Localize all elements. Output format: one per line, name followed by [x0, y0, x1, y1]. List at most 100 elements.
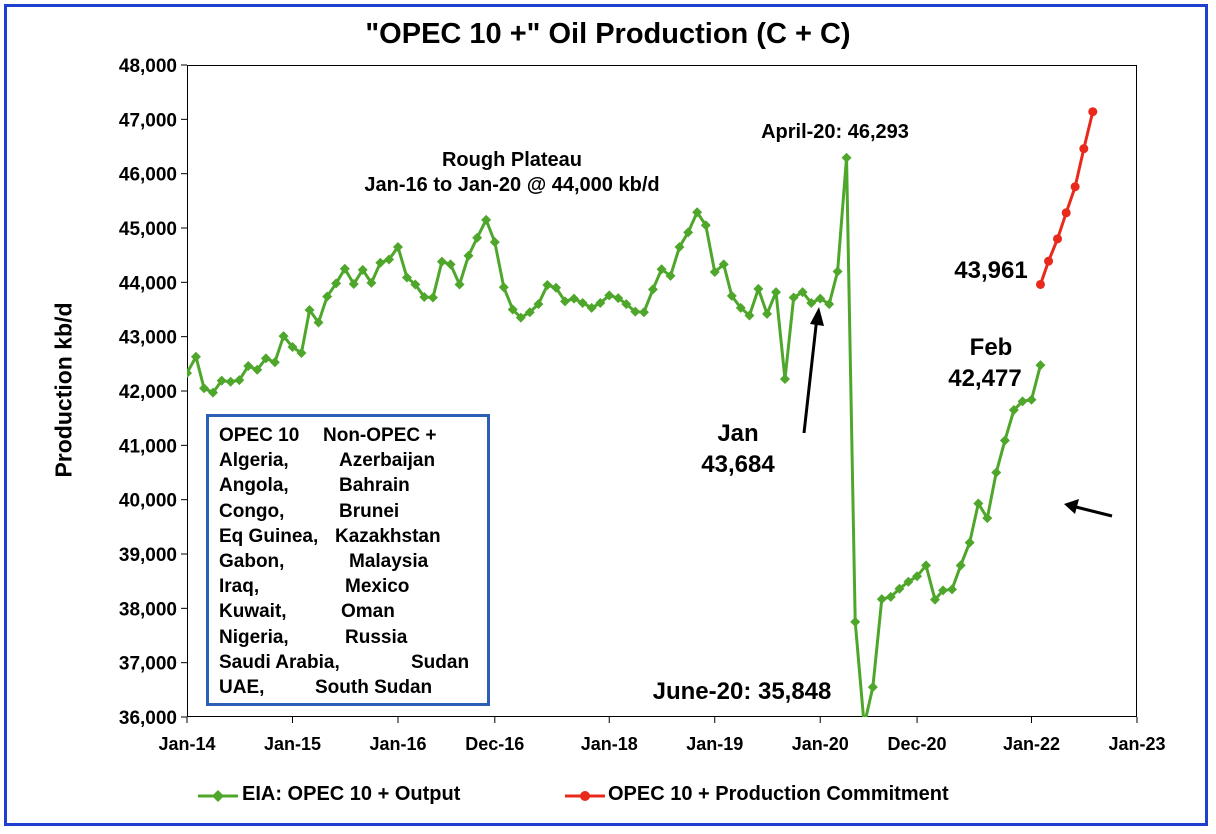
data-point: [199, 383, 210, 394]
data-point: [269, 357, 280, 368]
nonopec-member: Sudan: [411, 651, 470, 673]
arrow-jan-head: [810, 307, 824, 326]
data-point: [1035, 279, 1045, 289]
opec-member: Gabon,: [219, 550, 285, 572]
data-point: [683, 227, 694, 238]
data-point: [472, 232, 483, 243]
data-point: [524, 307, 535, 318]
data-point: [630, 306, 641, 317]
data-point: [366, 277, 377, 288]
data-point: [964, 537, 975, 548]
data-point: [1017, 396, 1028, 407]
y-tick-label: 36,000: [119, 708, 177, 729]
data-point: [533, 299, 544, 310]
data-point: [1026, 394, 1037, 405]
data-point: [436, 256, 447, 267]
x-tick-label: Jan-22: [1003, 734, 1060, 754]
data-point: [296, 347, 307, 358]
data-point: [454, 279, 465, 290]
data-point: [955, 560, 966, 571]
data-point: [665, 270, 676, 281]
opec-member: Algeria,: [219, 450, 289, 472]
data-point: [304, 305, 315, 316]
nonopec-member: Brunei: [339, 500, 400, 522]
data-point: [331, 278, 342, 289]
data-point: [674, 242, 685, 253]
x-tick-label: Dec-16: [465, 734, 524, 754]
nonopec-member: Russia: [345, 626, 408, 648]
data-point: [779, 374, 790, 385]
members-row: Nigeria, Russia: [219, 625, 487, 650]
data-point: [850, 616, 861, 627]
nonopec-member: Kazakhstan: [335, 525, 441, 547]
data-point: [938, 585, 949, 596]
data-point: [824, 299, 835, 310]
members-row: Congo, Brunei: [219, 499, 487, 524]
data-point: [867, 682, 878, 693]
data-point: [735, 302, 746, 313]
data-point: [700, 220, 711, 231]
chart-title: "OPEC 10 +" Oil Production (C + C): [365, 18, 851, 50]
data-point: [841, 152, 852, 163]
annotation-jan-value: 43,684: [701, 451, 775, 478]
opec-member: Saudi Arabia,: [219, 651, 340, 673]
annotation-feb-value: 42,477: [948, 365, 1021, 392]
data-point: [929, 594, 940, 605]
data-point: [419, 292, 430, 303]
data-point: [859, 720, 869, 730]
data-point: [384, 254, 395, 265]
members-row: Algeria, Azerbaijan: [219, 448, 487, 473]
y-tick-label: 42,000: [119, 382, 177, 403]
y-tick-label: 47,000: [119, 110, 177, 131]
data-point: [656, 264, 667, 275]
members-row: Angola, Bahrain: [219, 473, 487, 498]
data-point: [947, 584, 958, 595]
nonopec-member: Azerbaijan: [339, 450, 436, 472]
opec-member: Congo,: [219, 500, 285, 522]
opec-member: Angola,: [219, 475, 289, 497]
data-point: [1061, 208, 1071, 218]
data-point: [797, 287, 808, 298]
x-tick-label: Dec-20: [888, 734, 947, 754]
data-point: [208, 387, 219, 398]
data-point: [692, 207, 703, 218]
data-point: [260, 353, 271, 364]
x-tick-label: Jan-20: [792, 734, 849, 754]
members-header-nonopec: Non-OPEC +: [323, 425, 437, 446]
data-point: [187, 368, 192, 379]
data-point: [190, 351, 201, 362]
opec-member: Eq Guinea,: [219, 525, 319, 547]
data-point: [1035, 360, 1046, 371]
data-point: [647, 284, 658, 295]
data-point: [357, 264, 368, 275]
data-point: [753, 283, 764, 294]
data-point: [410, 279, 421, 290]
data-point: [568, 293, 579, 304]
data-point: [252, 364, 263, 375]
y-tick-label: 40,000: [119, 491, 177, 512]
opec-member: Kuwait,: [219, 601, 287, 623]
data-point: [489, 237, 500, 248]
data-point: [507, 304, 518, 315]
data-point: [973, 498, 984, 509]
y-tick-label: 39,000: [119, 545, 177, 566]
arrow-jan-line: [802, 316, 819, 434]
data-point: [806, 297, 817, 308]
data-point: [1044, 256, 1054, 266]
data-point: [375, 257, 386, 268]
data-point: [604, 290, 615, 301]
y-tick-label: 41,000: [119, 436, 177, 457]
data-point: [832, 266, 843, 277]
data-point: [586, 302, 597, 313]
members-header: OPEC 10 Non-OPEC +: [219, 423, 487, 448]
data-point: [322, 291, 333, 302]
annotation-april20: April-20: 46,293: [761, 121, 909, 143]
members-row: UAE, South Sudan: [219, 675, 487, 700]
data-point: [348, 278, 359, 289]
opec-member: Nigeria,: [219, 626, 289, 648]
members-box: OPEC 10 Non-OPEC + Algeria, Azerbaijan An…: [206, 414, 490, 706]
data-point: [278, 331, 289, 342]
data-point: [718, 259, 729, 270]
legend-item-commitment: OPEC 10 + Production Commitment: [608, 783, 949, 805]
